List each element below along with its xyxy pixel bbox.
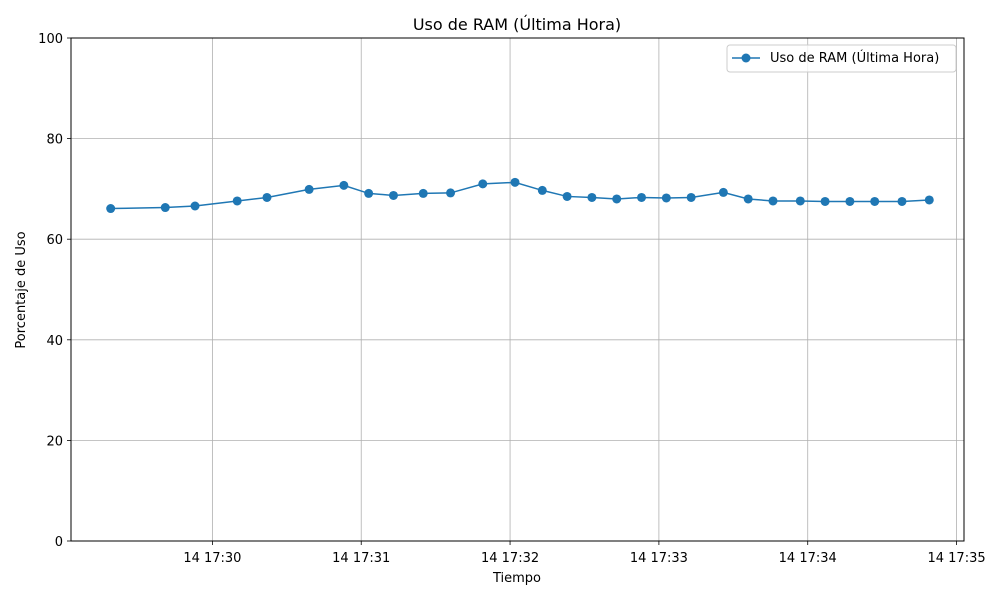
data-point-marker (562, 191, 572, 201)
x-tick-label: 14 17:32 (481, 551, 539, 566)
x-axis-label: Tiempo (492, 571, 541, 586)
x-axis-ticks: 14 17:30 14 17:31 14 17:32 14 17:33 14 17:34… (183, 541, 986, 566)
y-tick-label: 40 (46, 334, 63, 349)
data-point-marker (190, 201, 200, 211)
data-point-marker (537, 185, 547, 195)
data-point-marker (418, 188, 428, 198)
data-point-marker (232, 196, 242, 206)
x-tick-label: 14 17:33 (630, 551, 688, 566)
data-point-marker (768, 196, 778, 206)
y-tick-label: 20 (46, 434, 63, 449)
y-axis-label: Porcentaje de Uso (14, 231, 29, 348)
data-point-marker (661, 193, 671, 203)
data-point-marker (795, 196, 805, 206)
plot-frame (70, 37, 965, 542)
data-point-marker (388, 190, 398, 200)
data-point-marker (612, 194, 622, 204)
x-tick-label: 14 17:35 (927, 551, 985, 566)
data-point-marker (637, 192, 647, 202)
y-axis-ticks: 0 20 40 60 80 100 (38, 32, 71, 550)
data-point-marker (718, 187, 728, 197)
data-point-marker (160, 203, 170, 213)
data-point-marker (686, 192, 696, 202)
data-point-marker (339, 180, 349, 190)
data-point-marker (106, 204, 116, 214)
y-tick-label: 0 (55, 535, 63, 550)
x-tick-label: 14 17:34 (779, 551, 837, 566)
series-line (110, 181, 930, 210)
x-tick-label: 14 17:30 (183, 551, 241, 566)
data-point-marker (870, 196, 880, 206)
data-point-marker (897, 196, 907, 206)
data-point-marker (924, 195, 934, 205)
data-point-marker (845, 196, 855, 206)
legend-entry-label: Uso de RAM (Última Hora) (770, 50, 939, 66)
data-point-marker (510, 177, 520, 187)
legend-marker-sample (741, 53, 751, 63)
data-point-marker (743, 194, 753, 204)
legend-box (726, 44, 957, 73)
y-tick-label: 100 (38, 32, 63, 47)
data-point-marker (446, 188, 456, 198)
data-point-marker (364, 188, 374, 198)
grid-lines (71, 37, 964, 542)
data-point-marker (304, 184, 314, 194)
chart-title: Uso de RAM (Última Hora) (413, 15, 621, 34)
legend: Uso de RAM (Última Hora) (726, 44, 957, 73)
data-series (106, 177, 934, 214)
x-tick-label: 14 17:31 (332, 551, 390, 566)
y-tick-label: 60 (46, 233, 63, 248)
data-point-marker (262, 192, 272, 202)
y-tick-label: 80 (46, 133, 63, 148)
data-point-marker (587, 192, 597, 202)
data-point-marker (478, 179, 488, 189)
data-point-marker (820, 196, 830, 206)
